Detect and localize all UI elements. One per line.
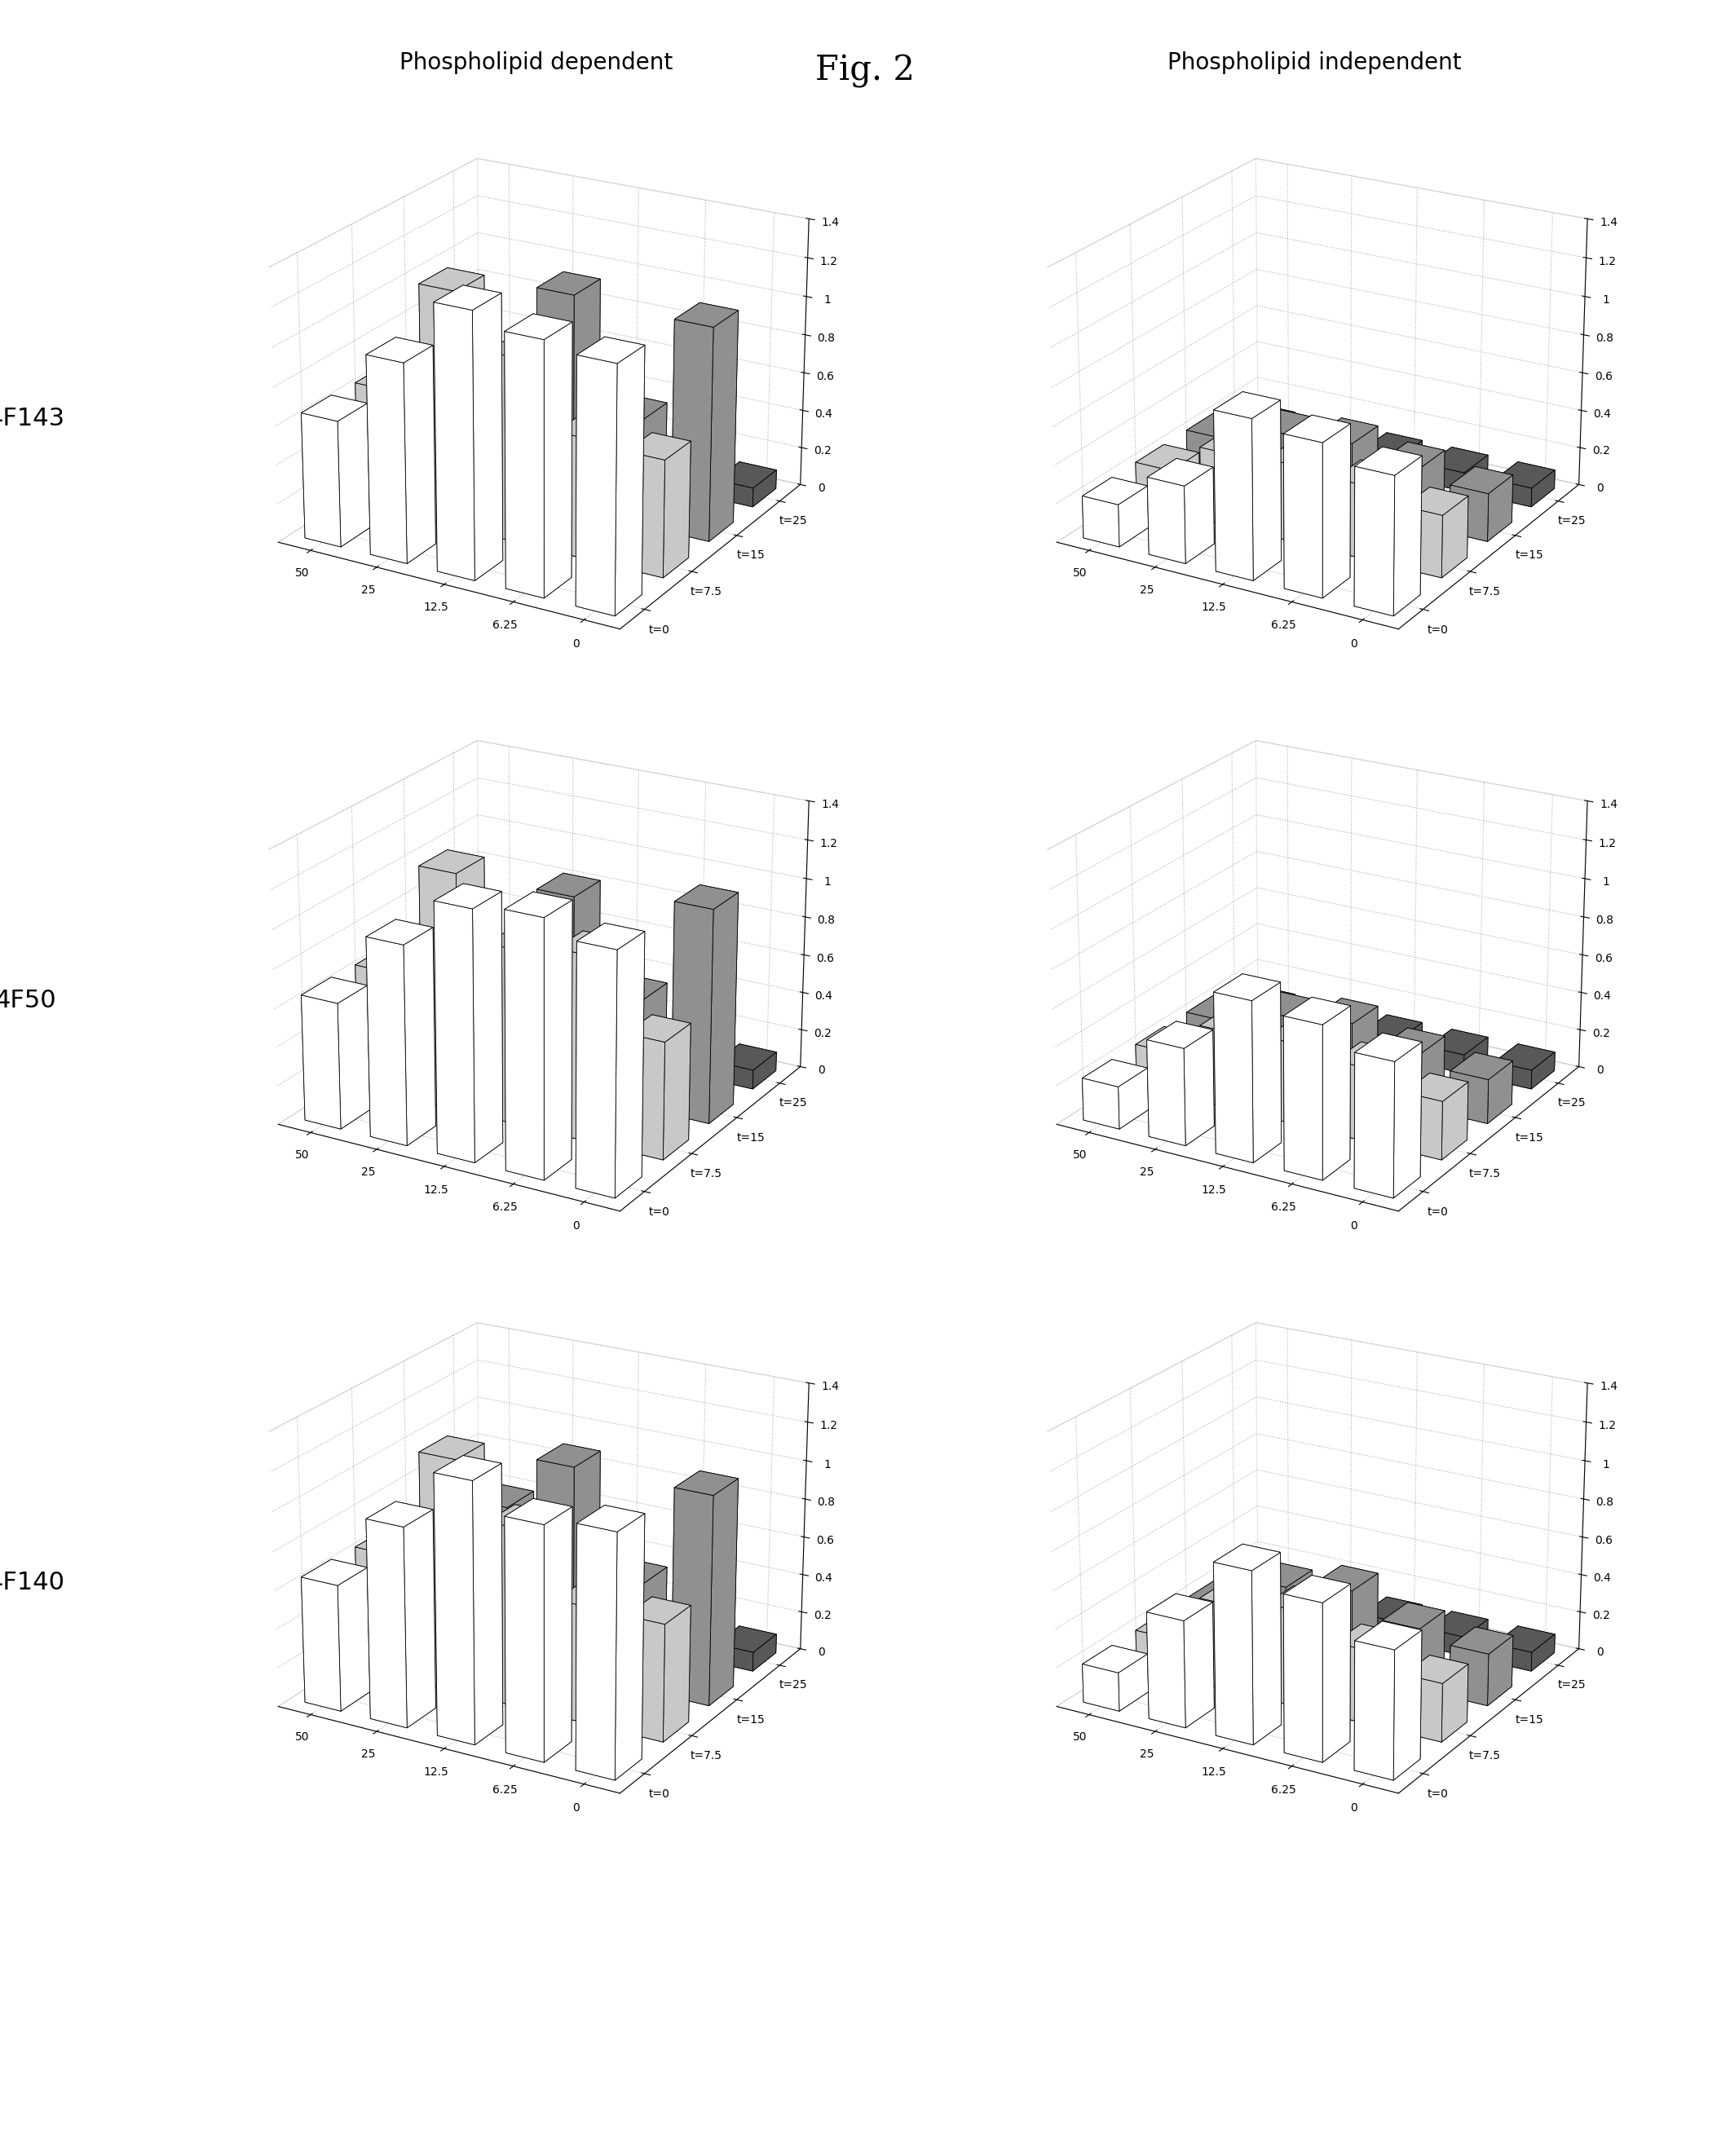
Text: Fig. 2: Fig. 2 (815, 54, 915, 88)
Text: 4F140: 4F140 (0, 1572, 64, 1593)
Title: Phospholipid independent: Phospholipid independent (1168, 52, 1462, 73)
Text: 4F143: 4F143 (0, 407, 64, 429)
Text: 4F50: 4F50 (0, 990, 57, 1011)
Title: Phospholipid dependent: Phospholipid dependent (400, 52, 673, 73)
